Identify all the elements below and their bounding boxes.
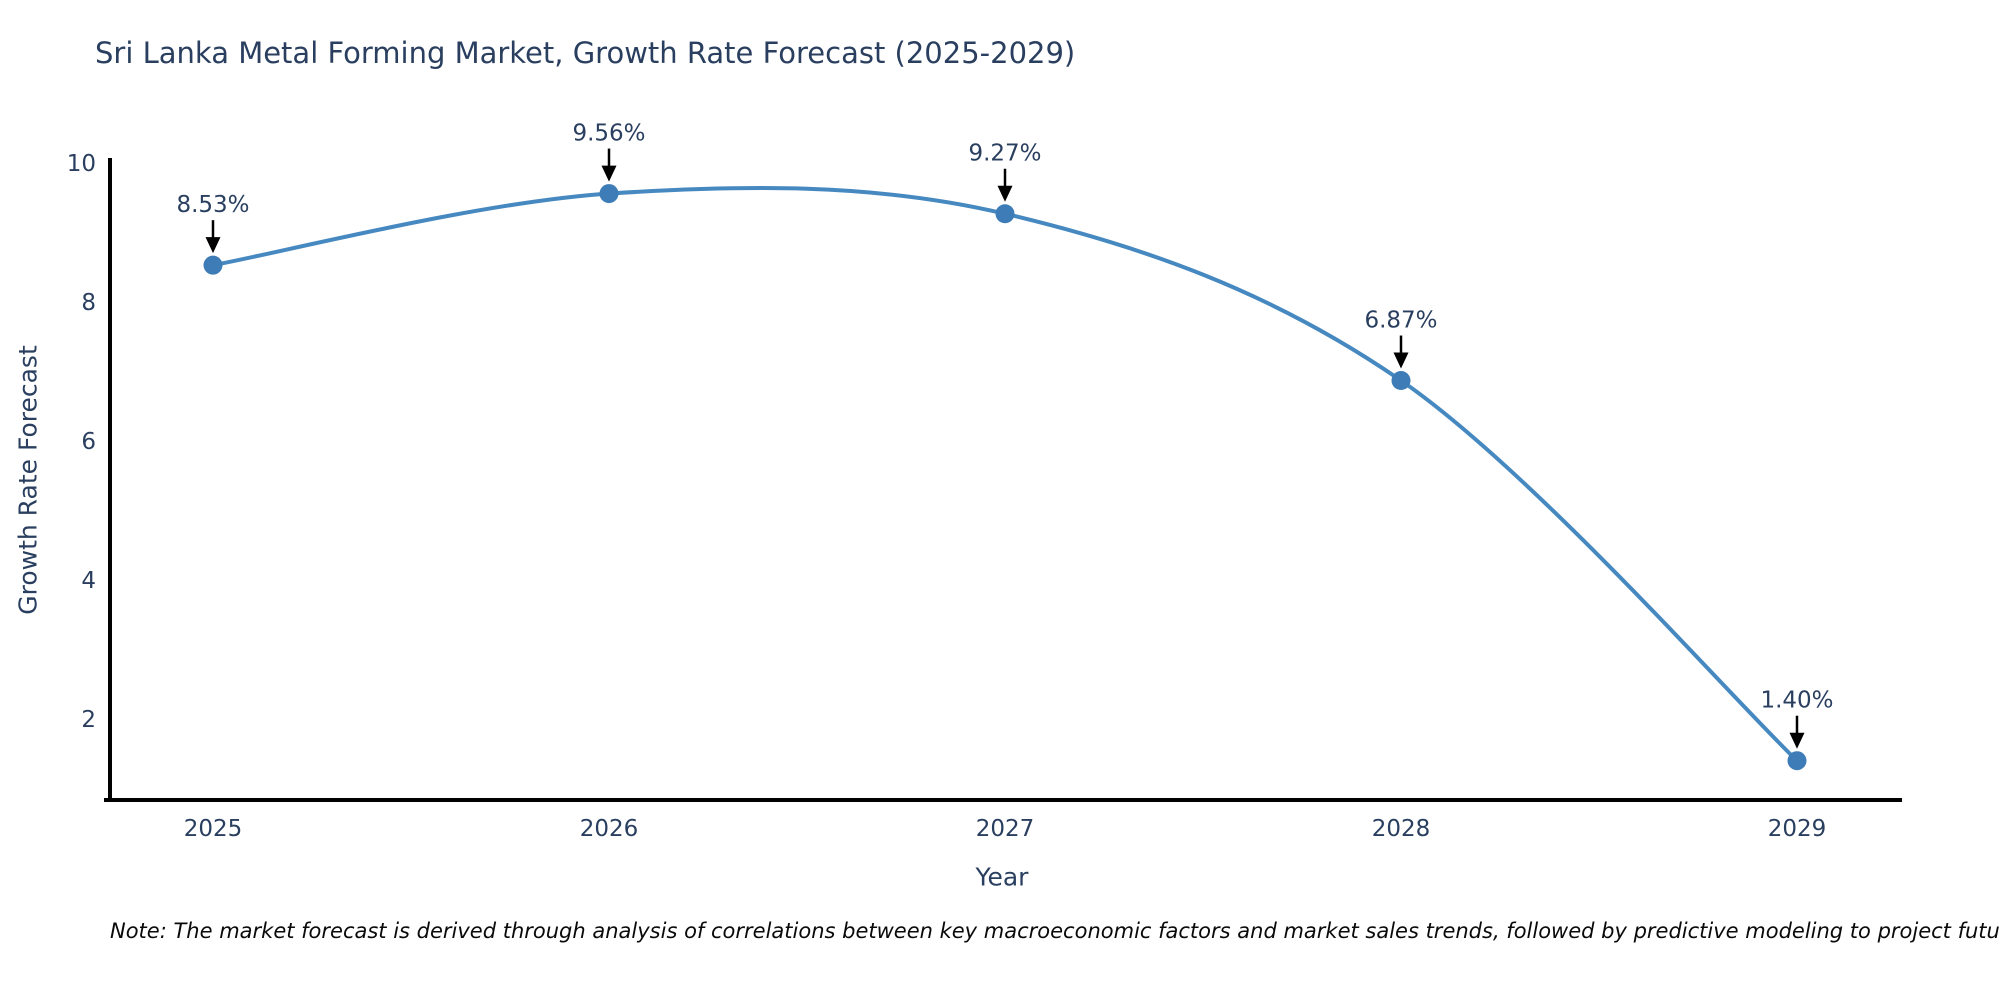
data-point-marker: [203, 255, 223, 275]
y-tick-label: 2: [81, 707, 96, 733]
y-tick-label: 4: [81, 568, 96, 594]
data-point-marker: [995, 204, 1015, 224]
point-value-label: 9.27%: [968, 141, 1041, 167]
x-axis-tick-labels: 2025 2026 2027 2028 2029: [184, 816, 1827, 842]
point-value-label: 1.40%: [1760, 688, 1833, 714]
annotation-arrowhead-icon: [1393, 352, 1409, 369]
chart-title: Sri Lanka Metal Forming Market, Growth R…: [95, 36, 1076, 70]
x-tick-label: 2025: [184, 816, 243, 842]
y-axis-title: Growth Rate Forecast: [13, 345, 43, 615]
point-value-label: 8.53%: [176, 192, 249, 218]
annotation-arrowhead-icon: [205, 237, 221, 254]
data-point-markers: [203, 184, 1807, 771]
x-tick-label: 2028: [1372, 816, 1431, 842]
x-tick-label: 2027: [976, 816, 1035, 842]
data-point-marker: [599, 184, 619, 204]
y-tick-label: 8: [81, 290, 96, 316]
annotation-arrowhead-icon: [1789, 732, 1805, 749]
point-value-label: 6.87%: [1364, 308, 1437, 334]
x-tick-label: 2026: [580, 816, 639, 842]
y-axis-tick-labels: 2 4 6 8 10: [67, 151, 96, 733]
point-value-label: 9.56%: [572, 121, 645, 147]
y-tick-label: 6: [81, 429, 96, 455]
x-axis-title: Year: [975, 862, 1029, 892]
annotation-arrowhead-icon: [601, 165, 617, 182]
y-tick-label: 10: [67, 151, 96, 177]
data-point-annotations: 8.53% 9.56% 9.27% 6.87% 1.40%: [176, 121, 1834, 749]
annotation-arrowhead-icon: [997, 185, 1013, 202]
data-point-marker: [1391, 371, 1411, 391]
x-tick-label: 2029: [1768, 816, 1827, 842]
data-point-marker: [1787, 751, 1807, 771]
series-line: [212, 185, 1799, 763]
footnote: Note: The market forecast is derived thr…: [110, 919, 2000, 943]
